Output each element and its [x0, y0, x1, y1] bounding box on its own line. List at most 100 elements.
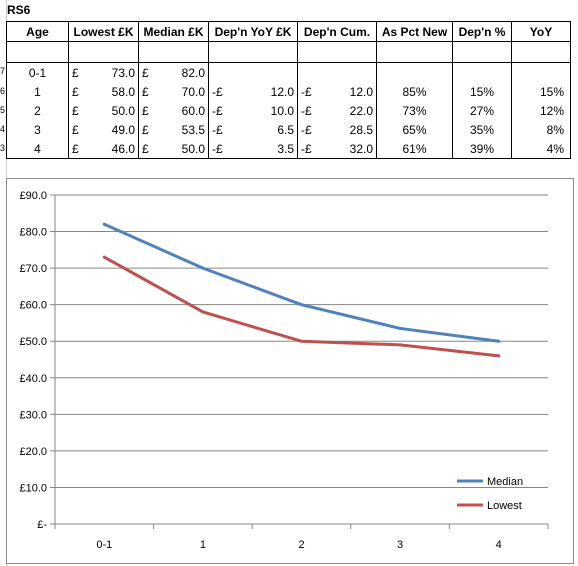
- data-point-lowest: [102, 255, 106, 259]
- dep-yoy-cell: [208, 62, 298, 82]
- currency-symbol: -£: [212, 103, 223, 118]
- legend-label-median: Median: [487, 476, 523, 488]
- col-dep-yoy-header: Dep'n YoY £K: [208, 21, 298, 42]
- currency-symbol: £: [142, 84, 149, 99]
- amount: 58.0: [111, 84, 135, 99]
- amount: 50.0: [111, 103, 135, 118]
- pct-new-cell: 73%: [376, 101, 453, 120]
- amount: 22.0: [349, 103, 373, 118]
- table-row: 2 £50.0 £60.0 -£ 10.0 -£ 22.0 73% 27% 12%: [6, 101, 571, 120]
- col-dep-cum-header: Dep'n Cum.: [297, 21, 377, 42]
- median-cell: £70.0: [138, 82, 209, 101]
- pct-new-cell: 61%: [376, 139, 453, 159]
- x-tick-label: 3: [397, 539, 403, 551]
- y-tick-label: £70.0: [19, 263, 47, 275]
- col-lowest-header: Lowest £K: [68, 21, 139, 42]
- depreciation-table: Age Lowest £K Median £K Dep'n YoY £K Dep…: [6, 21, 571, 159]
- dep-pct-cell: 39%: [452, 139, 512, 159]
- dep-pct-cell: 27%: [452, 101, 512, 120]
- currency-symbol: -£: [212, 141, 223, 156]
- amount: 28.5: [349, 122, 373, 137]
- dep-pct-cell: 15%: [452, 82, 512, 101]
- row-mark: 5: [0, 105, 5, 115]
- row-mark: 4: [0, 124, 5, 134]
- currency-symbol: -£: [301, 122, 312, 137]
- dep-yoy-cell: -£ 3.5: [208, 139, 298, 159]
- amount: 73.0: [111, 65, 135, 80]
- amount: 12.0: [349, 84, 373, 99]
- data-point-median: [201, 266, 205, 270]
- dep-yoy-cell: -£ 10.0: [208, 101, 298, 120]
- currency-symbol: £: [142, 141, 149, 156]
- amount: 60.0: [181, 103, 205, 118]
- dep-cum-cell: -£ 22.0: [297, 101, 377, 120]
- currency-symbol: £: [72, 122, 79, 137]
- dep-cum-cell: -£ 28.5: [297, 120, 377, 139]
- dep-pct-cell: 35%: [452, 120, 512, 139]
- legend-label-lowest: Lowest: [487, 500, 522, 512]
- data-point-lowest: [201, 310, 205, 314]
- y-tick-label: £10.0: [19, 482, 47, 494]
- col-dep-pct-header: Dep'n %: [452, 21, 512, 42]
- y-tick-label: £50.0: [19, 336, 47, 348]
- y-tick-label: £90.0: [19, 190, 47, 202]
- yoy-pct-cell: [511, 62, 571, 82]
- pct-new-cell: [376, 62, 453, 82]
- yoy-pct-cell: 12%: [511, 101, 571, 120]
- y-tick-label: £-: [37, 519, 47, 531]
- lowest-cell: £49.0: [68, 120, 139, 139]
- amount: 10.0: [270, 103, 294, 118]
- dep-yoy-cell: -£ 12.0: [208, 82, 298, 101]
- series-line-median: [102, 222, 501, 343]
- pct-new-cell: 85%: [376, 82, 453, 101]
- pct-new-cell: 65%: [376, 120, 453, 139]
- line-chart: £- £10.0 £20.0 £30.0 £40.0 £50.0 £60.0 £70.0 £80…: [6, 178, 574, 564]
- dep-cum-cell: [297, 62, 377, 82]
- currency-symbol: -£: [301, 141, 312, 156]
- currency-symbol: £: [72, 65, 79, 80]
- amount: 50.0: [181, 141, 205, 156]
- spacer-row: [6, 41, 571, 63]
- amount: 70.0: [181, 84, 205, 99]
- header-row: Age Lowest £K Median £K Dep'n YoY £K Dep…: [6, 21, 571, 42]
- y-tick-label: £80.0: [19, 227, 47, 239]
- chart-svg: £- £10.0 £20.0 £30.0 £40.0 £50.0 £60.0 £70.0 £80…: [19, 190, 549, 551]
- amount: 3.5: [277, 141, 294, 156]
- currency-symbol: £: [72, 84, 79, 99]
- data-point-median: [102, 222, 106, 226]
- amount: 82.0: [181, 65, 205, 80]
- median-cell: £53.5: [138, 120, 209, 139]
- age-cell: 3: [6, 120, 69, 139]
- currency-symbol: £: [72, 103, 79, 118]
- y-tick-label: £40.0: [19, 373, 47, 385]
- currency-symbol: -£: [212, 84, 223, 99]
- data-point-lowest: [398, 343, 402, 347]
- amount: 32.0: [349, 141, 373, 156]
- amount: 6.5: [277, 122, 294, 137]
- y-tick-label: £30.0: [19, 409, 47, 421]
- data-point-median: [398, 326, 402, 330]
- dep-yoy-cell: -£ 6.5: [208, 120, 298, 139]
- age-cell: 2: [6, 101, 69, 120]
- row-mark: 7: [0, 66, 5, 76]
- lowest-cell: £46.0: [68, 139, 139, 159]
- col-pct-new-header: As Pct New: [376, 21, 453, 42]
- y-tick-label: £60.0: [19, 300, 47, 312]
- row-mark: 6: [0, 86, 5, 96]
- age-cell: 0-1: [6, 62, 69, 82]
- yoy-pct-cell: 8%: [511, 120, 571, 139]
- median-cell: £60.0: [138, 101, 209, 120]
- age-cell: 4: [6, 139, 69, 159]
- dep-pct-cell: [452, 62, 512, 82]
- amount: 46.0: [111, 141, 135, 156]
- amount: 12.0: [270, 84, 294, 99]
- amount: 53.5: [181, 122, 205, 137]
- yoy-pct-cell: 4%: [511, 139, 571, 159]
- x-tick-label: 1: [200, 539, 206, 551]
- col-yoy-header: YoY: [511, 21, 571, 42]
- currency-symbol: £: [142, 65, 149, 80]
- col-age-header: Age: [6, 21, 69, 42]
- lowest-cell: £73.0: [68, 62, 139, 82]
- median-cell: £50.0: [138, 139, 209, 159]
